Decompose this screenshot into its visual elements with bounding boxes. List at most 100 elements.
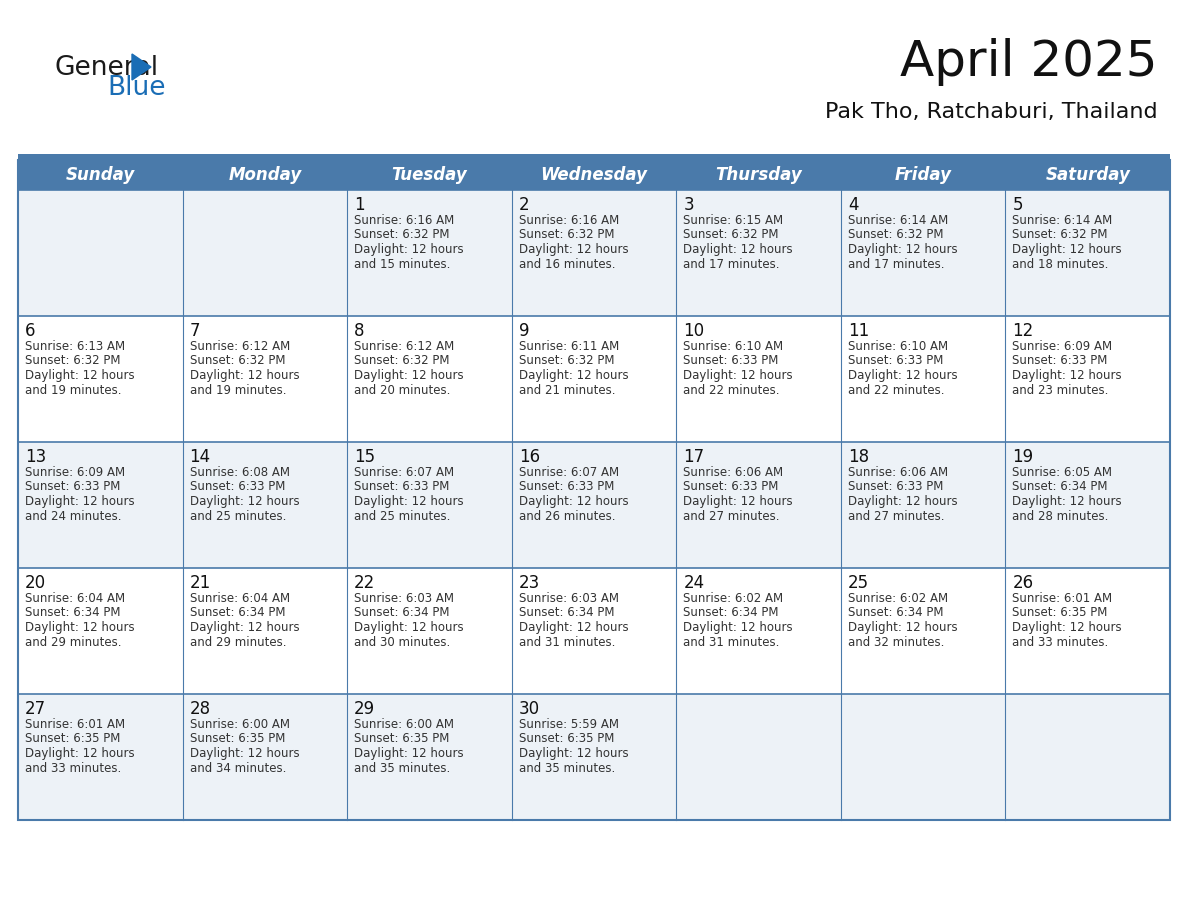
Text: Blue: Blue xyxy=(107,75,165,101)
Text: 18: 18 xyxy=(848,448,868,466)
Text: 19: 19 xyxy=(1012,448,1034,466)
Text: Sunset: 6:33 PM: Sunset: 6:33 PM xyxy=(354,480,449,494)
Text: Sunset: 6:33 PM: Sunset: 6:33 PM xyxy=(519,480,614,494)
Text: Sunset: 6:32 PM: Sunset: 6:32 PM xyxy=(1012,229,1108,241)
Text: 17: 17 xyxy=(683,448,704,466)
Text: Sunset: 6:34 PM: Sunset: 6:34 PM xyxy=(848,607,943,620)
Text: General: General xyxy=(55,55,159,81)
Text: Pak Tho, Ratchaburi, Thailand: Pak Tho, Ratchaburi, Thailand xyxy=(826,102,1158,122)
Text: and 21 minutes.: and 21 minutes. xyxy=(519,384,615,397)
Text: Sunrise: 6:04 AM: Sunrise: 6:04 AM xyxy=(190,592,290,605)
Text: Daylight: 12 hours: Daylight: 12 hours xyxy=(354,747,463,760)
Text: and 16 minutes.: and 16 minutes. xyxy=(519,258,615,271)
Text: Daylight: 12 hours: Daylight: 12 hours xyxy=(354,495,463,508)
Text: Sunrise: 6:01 AM: Sunrise: 6:01 AM xyxy=(25,718,125,731)
Text: Thursday: Thursday xyxy=(715,166,802,184)
Text: Sunset: 6:33 PM: Sunset: 6:33 PM xyxy=(25,480,120,494)
Text: 8: 8 xyxy=(354,322,365,340)
Text: Sunset: 6:32 PM: Sunset: 6:32 PM xyxy=(519,229,614,241)
Text: 29: 29 xyxy=(354,700,375,718)
Text: Sunrise: 6:07 AM: Sunrise: 6:07 AM xyxy=(354,466,454,479)
Text: Sunrise: 6:03 AM: Sunrise: 6:03 AM xyxy=(354,592,454,605)
Text: 3: 3 xyxy=(683,196,694,214)
Text: and 20 minutes.: and 20 minutes. xyxy=(354,384,450,397)
Text: and 28 minutes.: and 28 minutes. xyxy=(1012,509,1108,522)
Text: Sunrise: 6:02 AM: Sunrise: 6:02 AM xyxy=(683,592,783,605)
Text: Sunset: 6:33 PM: Sunset: 6:33 PM xyxy=(848,354,943,367)
Text: Sunrise: 6:12 AM: Sunrise: 6:12 AM xyxy=(190,340,290,353)
Text: April 2025: April 2025 xyxy=(901,38,1158,86)
Text: Sunrise: 5:59 AM: Sunrise: 5:59 AM xyxy=(519,718,619,731)
Text: Sunrise: 6:00 AM: Sunrise: 6:00 AM xyxy=(354,718,454,731)
Text: 4: 4 xyxy=(848,196,859,214)
Text: 16: 16 xyxy=(519,448,539,466)
Text: Daylight: 12 hours: Daylight: 12 hours xyxy=(683,621,792,634)
Bar xyxy=(18,316,1170,442)
Text: 14: 14 xyxy=(190,448,210,466)
Bar xyxy=(18,442,1170,568)
Bar xyxy=(18,568,1170,694)
Text: Sunset: 6:33 PM: Sunset: 6:33 PM xyxy=(848,480,943,494)
Text: and 18 minutes.: and 18 minutes. xyxy=(1012,258,1108,271)
Text: 15: 15 xyxy=(354,448,375,466)
Text: 7: 7 xyxy=(190,322,200,340)
Text: Daylight: 12 hours: Daylight: 12 hours xyxy=(848,495,958,508)
Text: Sunrise: 6:08 AM: Sunrise: 6:08 AM xyxy=(190,466,290,479)
Text: and 25 minutes.: and 25 minutes. xyxy=(354,509,450,522)
Text: Sunrise: 6:06 AM: Sunrise: 6:06 AM xyxy=(848,466,948,479)
Text: Sunset: 6:32 PM: Sunset: 6:32 PM xyxy=(354,229,449,241)
Bar xyxy=(18,694,1170,820)
Text: Sunset: 6:33 PM: Sunset: 6:33 PM xyxy=(683,354,778,367)
Text: Sunset: 6:32 PM: Sunset: 6:32 PM xyxy=(190,354,285,367)
Bar xyxy=(18,154,1170,159)
Text: and 19 minutes.: and 19 minutes. xyxy=(25,384,121,397)
Text: Sunset: 6:33 PM: Sunset: 6:33 PM xyxy=(1012,354,1107,367)
Text: Sunrise: 6:10 AM: Sunrise: 6:10 AM xyxy=(848,340,948,353)
Text: Sunrise: 6:16 AM: Sunrise: 6:16 AM xyxy=(354,214,454,227)
Text: Daylight: 12 hours: Daylight: 12 hours xyxy=(25,495,134,508)
Text: 22: 22 xyxy=(354,574,375,592)
Text: Sunset: 6:32 PM: Sunset: 6:32 PM xyxy=(519,354,614,367)
Text: 28: 28 xyxy=(190,700,210,718)
Text: Daylight: 12 hours: Daylight: 12 hours xyxy=(190,747,299,760)
Text: Sunset: 6:34 PM: Sunset: 6:34 PM xyxy=(1012,480,1108,494)
Text: and 24 minutes.: and 24 minutes. xyxy=(25,509,121,522)
Text: Daylight: 12 hours: Daylight: 12 hours xyxy=(25,621,134,634)
Text: 11: 11 xyxy=(848,322,870,340)
Text: and 17 minutes.: and 17 minutes. xyxy=(683,258,779,271)
Text: Sunset: 6:35 PM: Sunset: 6:35 PM xyxy=(1012,607,1107,620)
Text: Daylight: 12 hours: Daylight: 12 hours xyxy=(519,621,628,634)
Text: Sunset: 6:34 PM: Sunset: 6:34 PM xyxy=(519,607,614,620)
Text: Sunrise: 6:09 AM: Sunrise: 6:09 AM xyxy=(25,466,125,479)
Text: Sunrise: 6:03 AM: Sunrise: 6:03 AM xyxy=(519,592,619,605)
Text: 21: 21 xyxy=(190,574,210,592)
Text: Wednesday: Wednesday xyxy=(541,166,647,184)
Text: and 27 minutes.: and 27 minutes. xyxy=(848,509,944,522)
Text: and 30 minutes.: and 30 minutes. xyxy=(354,635,450,648)
Text: Sunset: 6:33 PM: Sunset: 6:33 PM xyxy=(683,480,778,494)
Text: Daylight: 12 hours: Daylight: 12 hours xyxy=(683,495,792,508)
Text: 6: 6 xyxy=(25,322,36,340)
Text: and 23 minutes.: and 23 minutes. xyxy=(1012,384,1108,397)
Text: Daylight: 12 hours: Daylight: 12 hours xyxy=(848,621,958,634)
Text: Sunrise: 6:16 AM: Sunrise: 6:16 AM xyxy=(519,214,619,227)
Text: Daylight: 12 hours: Daylight: 12 hours xyxy=(354,243,463,256)
Text: Sunrise: 6:15 AM: Sunrise: 6:15 AM xyxy=(683,214,783,227)
Text: and 22 minutes.: and 22 minutes. xyxy=(848,384,944,397)
Text: Sunrise: 6:12 AM: Sunrise: 6:12 AM xyxy=(354,340,454,353)
Text: Sunrise: 6:05 AM: Sunrise: 6:05 AM xyxy=(1012,466,1112,479)
Text: Daylight: 12 hours: Daylight: 12 hours xyxy=(683,369,792,382)
Text: and 34 minutes.: and 34 minutes. xyxy=(190,762,286,775)
Text: Daylight: 12 hours: Daylight: 12 hours xyxy=(190,369,299,382)
Text: Daylight: 12 hours: Daylight: 12 hours xyxy=(1012,243,1121,256)
Text: Sunday: Sunday xyxy=(65,166,135,184)
Text: Sunset: 6:32 PM: Sunset: 6:32 PM xyxy=(25,354,120,367)
Text: and 29 minutes.: and 29 minutes. xyxy=(25,635,121,648)
Text: Sunset: 6:32 PM: Sunset: 6:32 PM xyxy=(683,229,779,241)
Text: and 33 minutes.: and 33 minutes. xyxy=(25,762,121,775)
Text: Daylight: 12 hours: Daylight: 12 hours xyxy=(354,369,463,382)
Text: Sunrise: 6:10 AM: Sunrise: 6:10 AM xyxy=(683,340,783,353)
Text: 9: 9 xyxy=(519,322,529,340)
Text: and 33 minutes.: and 33 minutes. xyxy=(1012,635,1108,648)
Text: Sunset: 6:33 PM: Sunset: 6:33 PM xyxy=(190,480,285,494)
